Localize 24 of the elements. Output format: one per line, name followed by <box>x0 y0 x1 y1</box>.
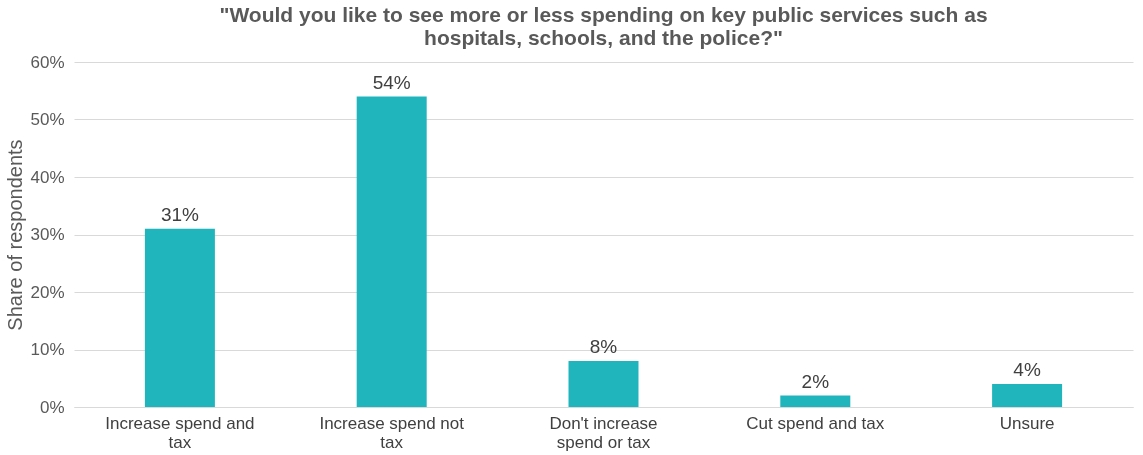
data-label: 8% <box>589 336 618 357</box>
y-tick-label: 60% <box>30 52 65 72</box>
data-label: 54% <box>372 71 411 93</box>
data-label: 4% <box>1013 359 1041 380</box>
y-tick-label: 20% <box>30 282 65 302</box>
bar <box>144 228 215 407</box>
data-label: 2% <box>801 370 830 392</box>
bar <box>992 384 1063 407</box>
bar <box>780 395 851 407</box>
x-tick-label: Don't increase spend or tax <box>549 413 658 452</box>
y-tick-label: 30% <box>30 225 65 244</box>
y-tick-label: 10% <box>30 340 65 359</box>
x-tick-label: Unsure <box>999 413 1055 433</box>
y-axis-title: Share of respondents <box>4 139 27 331</box>
y-tick-label: 0% <box>39 397 65 417</box>
bar <box>568 361 639 407</box>
y-tick-label: 50% <box>30 110 65 129</box>
bar <box>356 96 427 407</box>
chart-title: "Would you like to see more or less spending on key public services such as hospitals, schools, and the police?" <box>219 3 988 49</box>
x-tick-label: Cut spend and tax <box>746 413 885 433</box>
x-tick-label: Increase spend not tax <box>319 413 465 452</box>
x-tick-label: Increase spend and tax <box>105 413 255 452</box>
data-label: 31% <box>160 203 200 225</box>
y-tick-label: 40% <box>30 167 65 187</box>
